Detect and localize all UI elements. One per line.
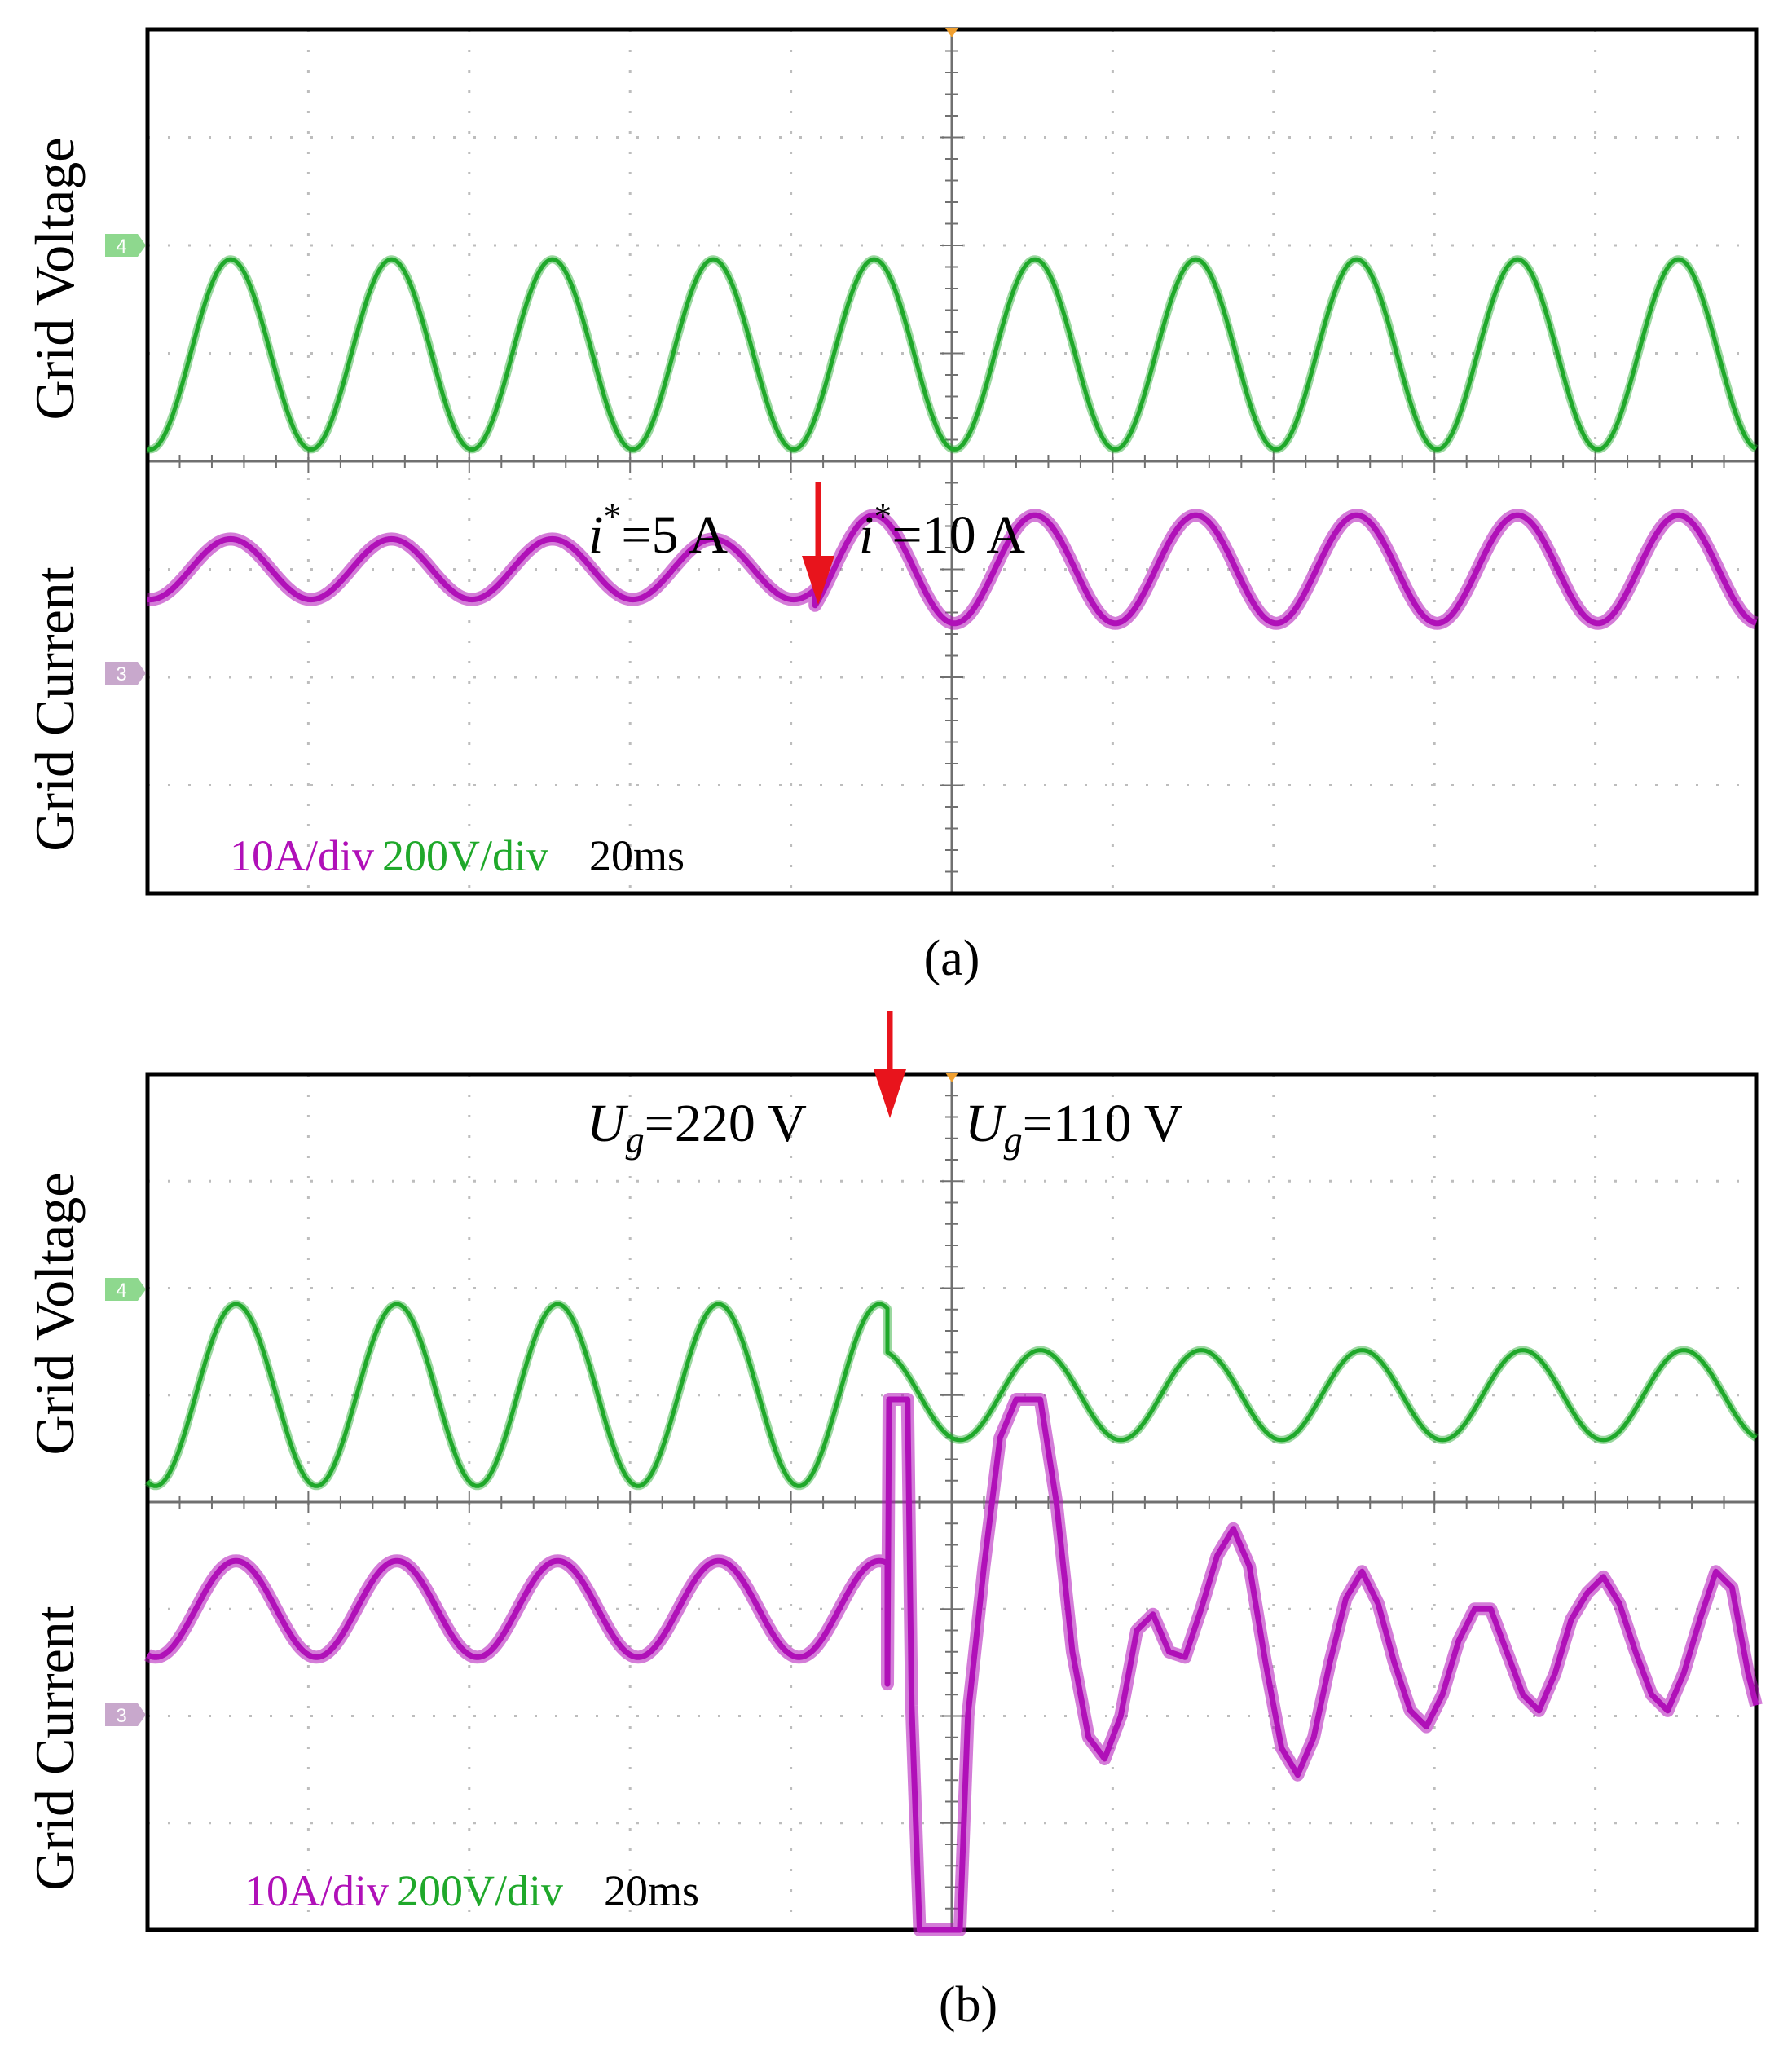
channel-marker bbox=[105, 1703, 146, 1726]
panel-b: 43 Grid Voltage Grid Current Ug=220 V Ug… bbox=[24, 1011, 1763, 2033]
trace-line-voltage bbox=[147, 257, 1758, 452]
label-grid-voltage-a: Grid Voltage bbox=[24, 138, 86, 421]
traces-b bbox=[142, 1300, 1763, 1936]
caption-a: (a) bbox=[924, 931, 980, 986]
label-grid-voltage-b: Grid Voltage bbox=[24, 1173, 86, 1456]
annotation-voltage-after: Ug=110 V bbox=[965, 1094, 1182, 1161]
scale-text-a: 10A/div 200V/div 20ms bbox=[230, 831, 685, 880]
event-arrow-b bbox=[874, 1011, 906, 1118]
grid-a bbox=[147, 29, 1757, 894]
caption-b: (b) bbox=[939, 1977, 997, 2033]
panel-a: 43 Grid Voltage Grid Current i*=5 A i*=1… bbox=[24, 27, 1762, 986]
markers-b: 43 bbox=[105, 1073, 958, 1727]
trigger-marker bbox=[945, 1073, 958, 1082]
channel-marker bbox=[105, 234, 146, 257]
trigger-marker bbox=[945, 28, 958, 37]
trace-line-current bbox=[146, 1396, 1759, 1933]
channel-marker-label: 4 bbox=[116, 1280, 126, 1302]
label-grid-current-b: Grid Current bbox=[24, 1606, 86, 1890]
channel-marker bbox=[105, 662, 146, 685]
channel-marker-label: 3 bbox=[116, 663, 126, 685]
channel-marker-label: 3 bbox=[116, 1705, 126, 1727]
label-grid-current-a: Grid Current bbox=[24, 566, 86, 851]
trace-line-voltage bbox=[146, 1302, 1758, 1488]
annotation-current-after: i*=10 A bbox=[859, 496, 1025, 565]
channel-marker-label: 4 bbox=[116, 236, 126, 258]
annotation-voltage-before: Ug=220 V bbox=[587, 1094, 807, 1161]
traces-a bbox=[142, 255, 1762, 630]
grid-b bbox=[147, 1073, 1757, 1931]
channel-marker bbox=[105, 1278, 146, 1301]
scale-text-b: 10A/div 200V/div 20ms bbox=[244, 1866, 699, 1915]
annotation-current-before: i*=5 A bbox=[588, 496, 728, 565]
trace-line-current bbox=[146, 512, 1758, 627]
markers-a: 43 bbox=[105, 28, 958, 685]
event-arrow-a bbox=[802, 482, 834, 605]
